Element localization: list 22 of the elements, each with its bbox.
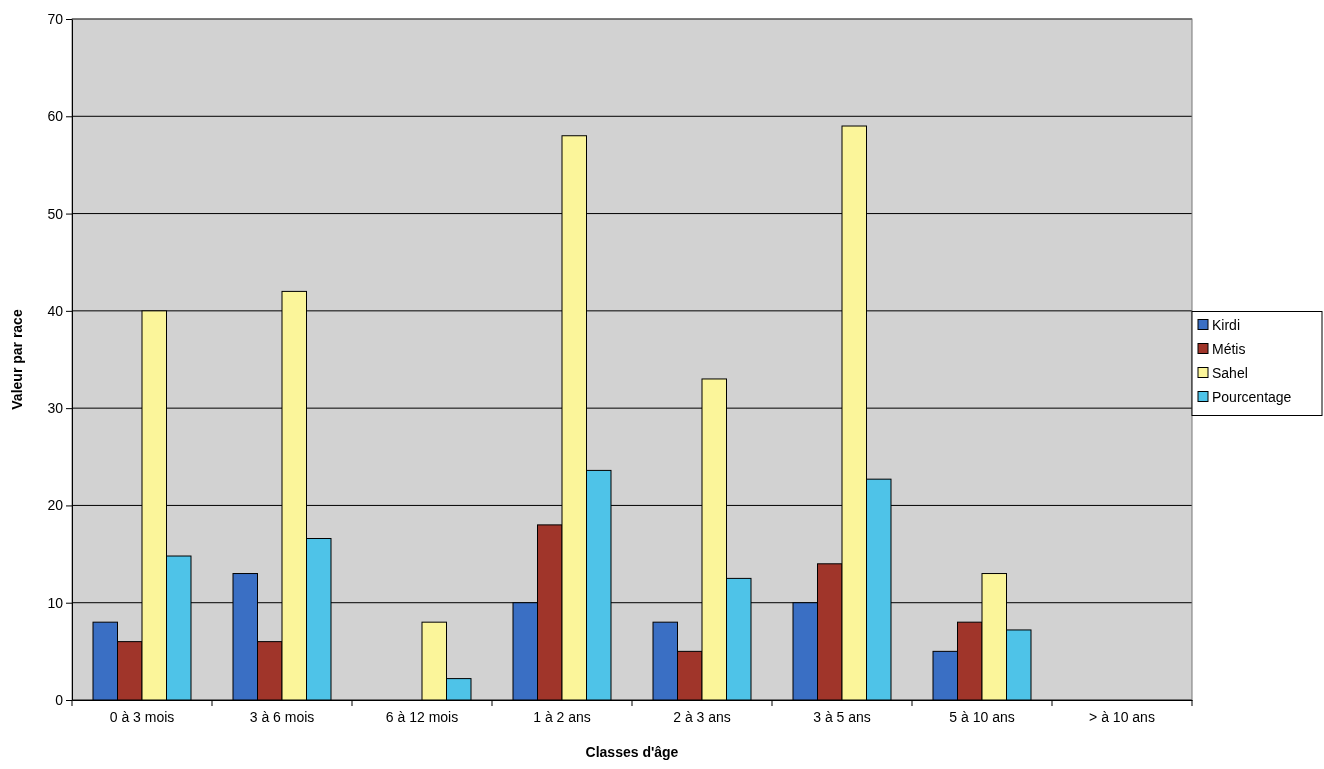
- y-tick-label: 20: [47, 497, 64, 514]
- x-tick-label: 3 à 5 ans: [813, 708, 871, 725]
- x-tick-label: 6 à 12 mois: [385, 708, 459, 725]
- y-axis-title: Valeur par race: [9, 309, 25, 410]
- y-tick-label: 0: [55, 691, 64, 708]
- x-axis-title: Classes d'âge: [585, 744, 679, 760]
- x-tick-label: 0 à 3 mois: [109, 708, 175, 725]
- y-tick-label: 40: [47, 302, 64, 319]
- legend-label: Kirdi: [1212, 316, 1241, 333]
- x-tick-label: > à 10 ans: [1089, 708, 1155, 725]
- legend-label: Sahel: [1212, 364, 1248, 381]
- y-tick-label: 10: [47, 594, 64, 611]
- y-tick-label: 30: [47, 400, 64, 417]
- x-tick-label: 2 à 3 ans: [673, 708, 731, 725]
- x-tick-label: 3 à 6 mois: [249, 708, 315, 725]
- y-tick-label: 70: [47, 10, 64, 27]
- x-tick-label: 1 à 2 ans: [533, 708, 591, 725]
- y-tick-label: 60: [47, 108, 64, 125]
- legend-label: Métis: [1212, 340, 1246, 357]
- legend-label: Pourcentage: [1212, 388, 1292, 405]
- x-tick-label: 5 à 10 ans: [949, 708, 1015, 725]
- y-tick-label: 50: [47, 205, 64, 222]
